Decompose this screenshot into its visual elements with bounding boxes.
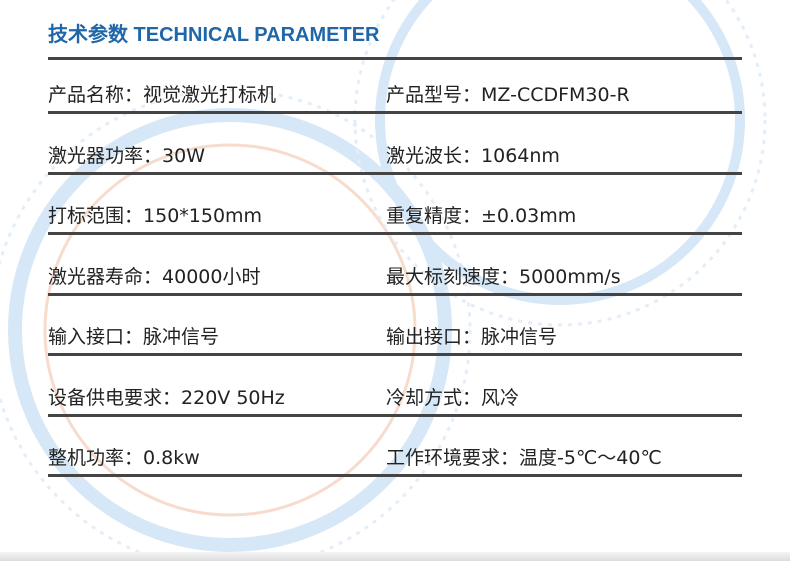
spec-value: 5000mm/s [519, 265, 621, 288]
spec-label: 输出接口： [386, 326, 482, 348]
spec-item: 冷却方式：风冷 [386, 383, 519, 410]
spec-value: 脉冲信号 [481, 326, 558, 348]
spec-value: 视觉激光打标机 [143, 84, 277, 106]
spec-value: 脉冲信号 [143, 326, 220, 348]
spec-item: 整机功率：0.8kw [48, 443, 200, 470]
spec-label: 激光器寿命： [48, 265, 163, 288]
page-title: 技术参数 TECHNICAL PARAMETER [48, 24, 380, 46]
bottom-bar [0, 552, 790, 561]
spec-label: 激光器功率： [48, 144, 163, 167]
spec-item: 设备供电要求：220V 50Hz [48, 383, 285, 410]
spec-item: 最大标刻速度：5000mm/s [386, 262, 621, 289]
spec-label: 整机功率： [48, 447, 144, 469]
spec-item: 输入接口：脉冲信号 [48, 322, 219, 349]
spec-value: 温度-5℃～40℃ [519, 447, 662, 469]
spec-label: 冷却方式： [386, 386, 482, 409]
spec-item: 产品型号：MZ-CCDFM30-R [386, 80, 630, 107]
spec-value: ±0.03mm [481, 205, 577, 227]
spec-value: 150*150mm [143, 205, 263, 227]
spec-label: 产品名称： [48, 84, 144, 106]
spec-item: 工作环境要求：温度-5℃～40℃ [386, 443, 662, 470]
row-divider [48, 292, 742, 296]
spec-item: 激光波长：1064nm [386, 141, 560, 168]
spec-item: 打标范围：150*150mm [48, 201, 262, 228]
spec-label: 激光波长： [386, 144, 482, 167]
spec-item: 激光器寿命：40000小时 [48, 262, 260, 289]
spec-value: 0.8kw [143, 447, 200, 469]
spec-label: 重复精度： [386, 205, 482, 227]
spec-item: 激光器功率：30W [48, 141, 205, 168]
spec-value: 30W [162, 144, 205, 167]
spec-label: 设备供电要求： [48, 386, 182, 409]
row-divider [48, 111, 742, 114]
row-divider [48, 413, 742, 417]
header-rule [48, 57, 742, 60]
spec-label: 工作环境要求： [386, 447, 520, 469]
spec-label: 产品型号： [386, 84, 482, 106]
row-divider [48, 232, 742, 235]
row-divider [48, 171, 742, 175]
row-divider [48, 353, 742, 356]
spec-value: 40000小时 [162, 265, 261, 288]
spec-label: 打标范围： [48, 205, 144, 227]
spec-value: 220V 50Hz [181, 386, 285, 409]
spec-value: 1064nm [481, 144, 560, 167]
spec-label: 输入接口： [48, 326, 144, 348]
spec-item: 输出接口：脉冲信号 [386, 322, 557, 349]
spec-item: 重复精度：±0.03mm [386, 201, 576, 228]
spec-value: 风冷 [481, 386, 520, 409]
spec-label: 最大标刻速度： [386, 265, 520, 288]
row-divider [48, 474, 742, 477]
spec-value: MZ-CCDFM30-R [481, 84, 630, 106]
spec-item: 产品名称：视觉激光打标机 [48, 80, 276, 107]
